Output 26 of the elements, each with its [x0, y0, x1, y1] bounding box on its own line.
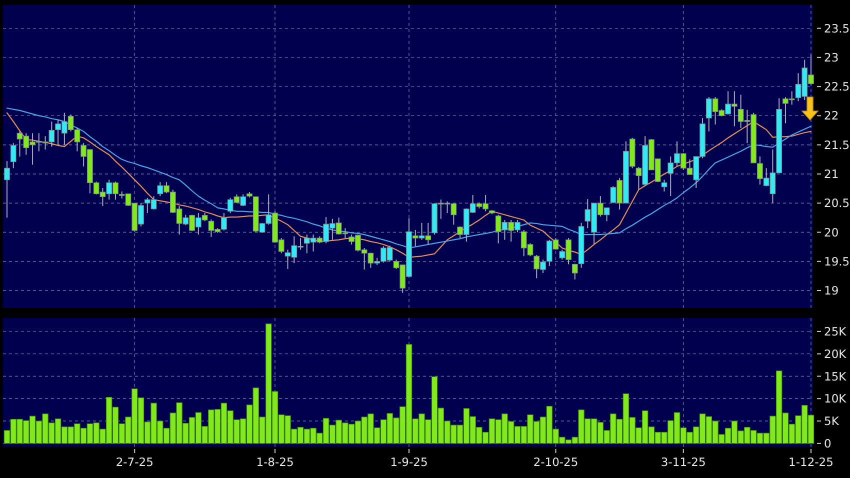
y-tick-label: 19.5: [824, 254, 850, 268]
candlestick: [10, 142, 16, 169]
x-tick-label: 1-9-25: [390, 455, 428, 469]
y-tick-label: 20K: [824, 346, 847, 361]
y-tick-label: 22.5: [824, 80, 850, 94]
y-tick-label: 19: [824, 284, 839, 298]
x-tick-label: 3-11-25: [660, 455, 706, 469]
y-tick-label: 25K: [824, 324, 847, 338]
candlestick: [4, 160, 10, 218]
x-tick-label: 2-10-25: [533, 455, 578, 469]
y-tick-label: 5K: [824, 414, 840, 428]
y-tick-label: 22: [824, 108, 839, 123]
y-tick-label: 0: [824, 436, 832, 450]
candlestick: [661, 179, 668, 192]
y-tick-label: 20.5: [824, 196, 850, 210]
x-tick-label: 1-8-25: [256, 455, 294, 469]
y-tick-label: 21: [824, 167, 839, 182]
y-tick-label: 23.5: [824, 21, 850, 36]
y-tick-label: 20: [824, 225, 839, 240]
y-tick-label: 23: [824, 50, 839, 64]
x-tick-label: 2-7-25: [116, 455, 154, 469]
x-tick-label: 1-12-25: [788, 455, 834, 469]
candlestick: [572, 263, 578, 280]
y-tick-label: 15K: [824, 369, 847, 384]
y-tick-label: 21.5: [824, 138, 850, 152]
y-tick-label: 10K: [824, 392, 847, 406]
